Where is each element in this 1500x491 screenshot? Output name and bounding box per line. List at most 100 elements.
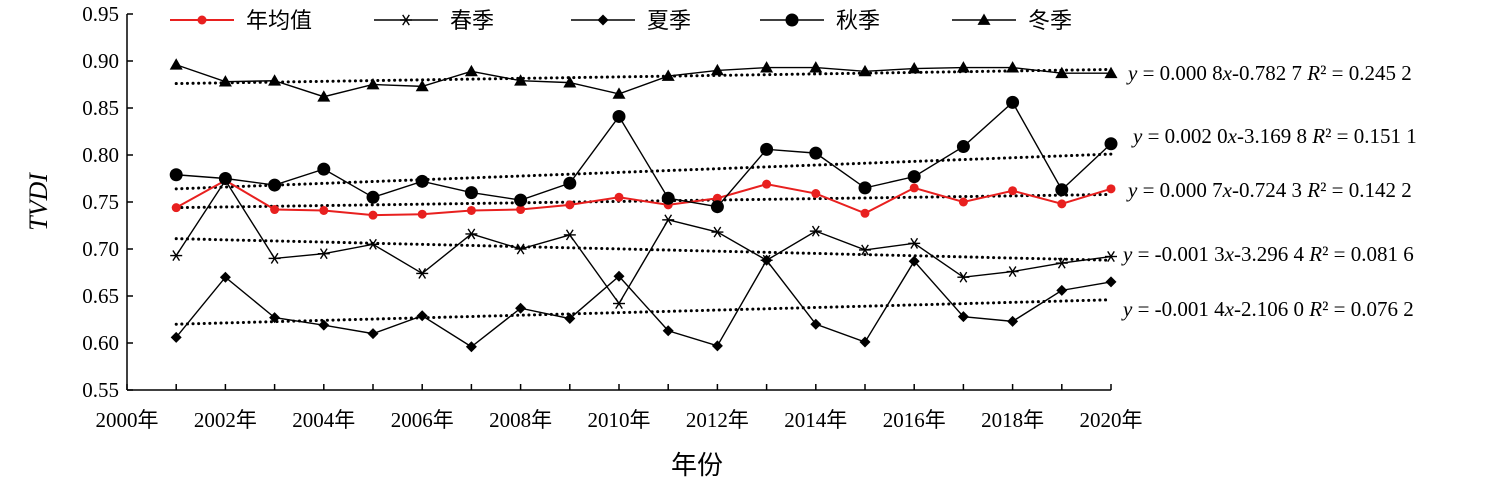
data-point bbox=[612, 87, 626, 99]
data-point bbox=[1105, 276, 1117, 288]
equation-part: -2.106 0 bbox=[1234, 297, 1309, 321]
y-tick-label: 0.65 bbox=[82, 284, 119, 308]
x-tick-label: 2016年 bbox=[883, 408, 946, 432]
equation-part: = -0.001 4 bbox=[1132, 297, 1225, 321]
legend: 年均值 春季 夏季 秋季 冬季 bbox=[170, 8, 1072, 33]
data-point bbox=[368, 210, 378, 220]
data-point bbox=[514, 74, 528, 86]
asterisk-stroke bbox=[418, 267, 427, 279]
series-line bbox=[175, 179, 1112, 217]
series-line bbox=[175, 64, 1111, 98]
asterisk-stroke bbox=[516, 243, 525, 255]
data-point bbox=[661, 69, 675, 81]
asterisk-stroke bbox=[1107, 251, 1115, 263]
x-tick-label: 2004年 bbox=[292, 408, 355, 432]
equation-part: -3.169 8 bbox=[1237, 124, 1312, 148]
trend-equations: y = 0.000 8x-0.782 7 R² = 0.245 2y = 0.0… bbox=[1121, 61, 1417, 321]
trend-equation: y = 0.000 8x-0.782 7 R² = 0.245 2 bbox=[1126, 61, 1412, 85]
trend-equation: y = 0.000 7x-0.724 3 R² = 0.142 2 bbox=[1126, 178, 1412, 202]
data-point bbox=[318, 319, 330, 331]
data-point bbox=[809, 146, 823, 160]
legend-item: 秋季 bbox=[760, 8, 880, 33]
data-point bbox=[662, 214, 675, 226]
data-point bbox=[366, 78, 380, 90]
asterisk-stroke bbox=[369, 238, 377, 250]
y-tick-label: 0.90 bbox=[82, 49, 119, 73]
data-point bbox=[1106, 184, 1116, 194]
data-point bbox=[809, 61, 823, 73]
data-point bbox=[417, 209, 427, 219]
asterisk-stroke bbox=[402, 14, 410, 26]
y-tick-label: 0.80 bbox=[82, 143, 119, 167]
trend-equation: y = -0.001 3x-3.296 4 R² = 0.081 6 bbox=[1121, 242, 1414, 266]
data-point bbox=[564, 313, 576, 325]
series-春季 bbox=[170, 174, 1117, 310]
series-line bbox=[176, 101, 1112, 208]
y-tick-label: 0.55 bbox=[82, 378, 119, 402]
data-point bbox=[1055, 66, 1069, 79]
data-point bbox=[661, 191, 675, 205]
data-point bbox=[169, 168, 183, 182]
chart-axes: 0.55 0.60 0.65 0.70 0.75 0.80 0.85 0.90 0.95 2000… bbox=[24, 2, 1143, 480]
x-tick-label: 2008年 bbox=[489, 408, 552, 432]
equation-part: -3.296 4 bbox=[1234, 242, 1309, 266]
equation-part: ² = 0.081 6 bbox=[1322, 242, 1414, 266]
equation-part: ² = 0.076 2 bbox=[1322, 297, 1414, 321]
data-point bbox=[1055, 183, 1069, 197]
data-point bbox=[268, 74, 282, 86]
asterisk-stroke bbox=[811, 225, 820, 237]
data-point bbox=[907, 170, 921, 184]
asterisk-stroke bbox=[1008, 266, 1017, 278]
data-point bbox=[268, 252, 281, 264]
asterisk-stroke bbox=[959, 271, 968, 283]
y-tick-label: 0.95 bbox=[82, 2, 119, 26]
data-point bbox=[712, 193, 722, 203]
data-point bbox=[908, 237, 921, 249]
data-point bbox=[170, 250, 183, 262]
data-point bbox=[662, 325, 674, 337]
trendline bbox=[174, 237, 1113, 262]
y-axis-title: TVDI bbox=[24, 172, 53, 231]
data-point bbox=[1008, 186, 1018, 196]
data-point bbox=[319, 205, 329, 215]
series-line bbox=[175, 259, 1112, 348]
asterisk-stroke bbox=[615, 298, 623, 310]
asterisk-stroke bbox=[861, 244, 869, 256]
data-point bbox=[1006, 95, 1020, 109]
data-point bbox=[367, 238, 379, 250]
data-point bbox=[171, 203, 181, 213]
data-point bbox=[270, 205, 280, 215]
x-tick-label: 2006年 bbox=[391, 408, 454, 432]
equation-part: y bbox=[1126, 178, 1138, 202]
data-point bbox=[858, 64, 872, 77]
equation-part: = 0.000 8 bbox=[1137, 61, 1222, 85]
data-point bbox=[367, 328, 379, 340]
equation-part: ² = 0.151 1 bbox=[1325, 124, 1417, 148]
data-point bbox=[613, 298, 625, 310]
equation-part: y bbox=[1126, 61, 1138, 85]
data-point bbox=[1105, 251, 1117, 263]
data-point bbox=[415, 79, 429, 92]
x-tick-label: 2014年 bbox=[784, 408, 847, 432]
data-point bbox=[400, 14, 412, 26]
data-point bbox=[977, 13, 991, 25]
data-point bbox=[269, 312, 281, 324]
data-point bbox=[858, 181, 872, 195]
data-point bbox=[956, 61, 970, 73]
equation-part: ² = 0.142 2 bbox=[1320, 178, 1412, 202]
data-point bbox=[170, 331, 182, 343]
data-point bbox=[416, 310, 428, 322]
x-tick-label: 2010年 bbox=[588, 408, 651, 432]
data-point bbox=[415, 174, 429, 188]
data-point bbox=[710, 200, 724, 214]
data-point bbox=[614, 192, 624, 202]
data-point bbox=[1104, 137, 1118, 151]
data-point bbox=[761, 254, 773, 266]
data-point bbox=[907, 62, 921, 74]
data-point bbox=[317, 90, 331, 102]
data-point bbox=[197, 15, 207, 25]
trend-equation: y = -0.001 4x-2.106 0 R² = 0.076 2 bbox=[1121, 297, 1414, 321]
data-point bbox=[563, 76, 577, 88]
equation-part: R bbox=[1308, 242, 1322, 266]
asterisk-stroke bbox=[664, 214, 673, 226]
